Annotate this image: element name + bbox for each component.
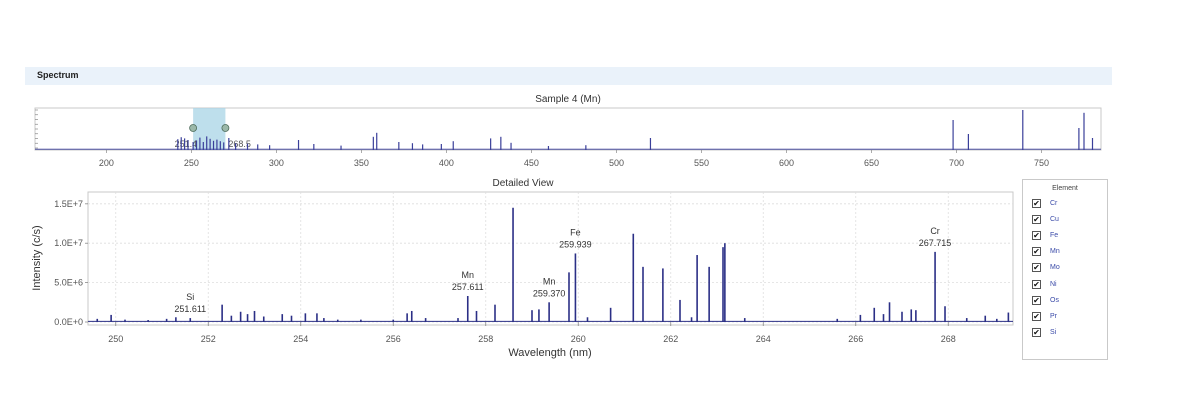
- detail-chart[interactable]: Detailed View 250 252 254 256 258 260 262 264 26…: [31, 178, 1014, 359]
- detail-x-ticks: 250 252 254 256 258 260 262 264 266 268: [108, 322, 956, 344]
- detail-peaks: [88, 207, 1013, 322]
- overview-x-tick-label: 450: [524, 158, 539, 168]
- overview-x-tick-label: 400: [439, 158, 454, 168]
- legend-label-os: Os: [1050, 296, 1059, 304]
- annotation-element: Mn: [462, 270, 475, 280]
- legend-label-mn: Mn: [1050, 248, 1060, 256]
- selection-handle[interactable]: [189, 124, 198, 132]
- annotation-wavelength: 259.370: [533, 288, 566, 298]
- checkbox-cu[interactable]: ✔: [1032, 214, 1041, 224]
- y-tick-label: 5.0E+6: [54, 278, 83, 288]
- overview-peaks: [35, 110, 1101, 150]
- checkbox-fe[interactable]: ✔: [1032, 230, 1041, 240]
- annotation-wavelength: 267.715: [919, 238, 952, 248]
- overview-x-tick-label: 600: [779, 158, 794, 168]
- y-axis-label: Intensity (c/s): [31, 225, 43, 290]
- checkbox-cr[interactable]: ✔: [1032, 198, 1041, 208]
- legend-item-os[interactable]: ✔ Os: [1023, 292, 1107, 308]
- legend-title: Element: [1052, 185, 1078, 192]
- legend-label-pr: Pr: [1050, 312, 1057, 320]
- x-axis-label: Wavelength (nm): [508, 347, 591, 359]
- y-tick-label: 0.0E+0: [54, 317, 83, 327]
- overview-title: Sample 4 (Mn): [535, 94, 601, 105]
- element-legend: Element ✔ Cr ✔ Cu ✔ Fe ✔ Mn ✔ Mo ✔ Ni ✔ …: [1022, 179, 1108, 360]
- x-tick-label: 258: [478, 334, 493, 344]
- x-tick-label: 256: [386, 334, 401, 344]
- legend-item-fe[interactable]: ✔ Fe: [1023, 227, 1107, 243]
- panel-header: Spectrum: [25, 67, 1112, 85]
- checkbox-ni[interactable]: ✔: [1032, 279, 1041, 289]
- y-tick-label: 1.5E+7: [54, 199, 83, 209]
- annotation-wavelength: 257.611: [452, 282, 484, 292]
- x-tick-label: 264: [756, 334, 771, 344]
- checkbox-os[interactable]: ✔: [1032, 295, 1041, 305]
- x-tick-label: 254: [293, 334, 308, 344]
- legend-item-si[interactable]: ✔ Si: [1023, 325, 1107, 341]
- detail-plot-frame: [87, 191, 1014, 326]
- overview-x-tick-label: 750: [1034, 158, 1049, 168]
- overview-x-ticks: 200 250 300 350 400 450 500 550 600 650 700 750: [35, 109, 1049, 168]
- detail-title: Detailed View: [493, 178, 555, 189]
- x-tick-label: 250: [108, 334, 123, 344]
- checkbox-mn[interactable]: ✔: [1032, 247, 1041, 257]
- overview-chart[interactable]: Sample 4 (Mn) 251.4 268.5 200 250 300 350 400…: [34, 94, 1102, 168]
- annotation-element: Cr: [930, 226, 940, 236]
- legend-item-ni[interactable]: ✔ Ni: [1023, 276, 1107, 292]
- y-tick-label: 1.0E+7: [54, 238, 83, 248]
- overview-x-tick-label: 250: [184, 158, 199, 168]
- selection-label: 251.4: [175, 139, 198, 149]
- legend-label-fe: Fe: [1050, 231, 1059, 239]
- panel-title: Spectrum: [37, 70, 79, 80]
- checkbox-mo[interactable]: ✔: [1032, 263, 1041, 273]
- legend-label-si: Si: [1050, 329, 1057, 337]
- checkbox-si[interactable]: ✔: [1032, 328, 1041, 338]
- annotation-wavelength: 251.611: [174, 304, 206, 314]
- legend-item-cr[interactable]: ✔ Cr: [1023, 195, 1107, 211]
- overview-x-tick-label: 200: [99, 158, 114, 168]
- legend-item-mn[interactable]: ✔ Mn: [1023, 244, 1107, 260]
- annotation-wavelength: 259.939: [559, 239, 592, 249]
- overview-x-tick-label: 350: [354, 158, 369, 168]
- x-tick-label: 268: [941, 334, 956, 344]
- overview-x-tick-label: 550: [694, 158, 709, 168]
- x-tick-label: 260: [571, 334, 586, 344]
- annotation-element: Mn: [543, 276, 556, 286]
- legend-label-ni: Ni: [1050, 280, 1057, 288]
- x-tick-label: 262: [663, 334, 678, 344]
- x-tick-label: 266: [848, 334, 863, 344]
- overview-x-tick-label: 500: [609, 158, 624, 168]
- annotation-element: Fe: [570, 227, 581, 237]
- legend-item-pr[interactable]: ✔ Pr: [1023, 308, 1107, 324]
- detail-annotations: Si 251.611 Mn 257.611 Mn 259.370 Fe 259.939 Cr 26…: [174, 226, 951, 314]
- legend-label-mo: Mo: [1050, 264, 1060, 272]
- detail-y-ticks: 0.0E+0 5.0E+6 1.0E+7 1.5E+7: [54, 199, 88, 327]
- selection-label: 268.5: [228, 139, 251, 149]
- overview-x-tick-label: 700: [949, 158, 964, 168]
- selection-handle[interactable]: [221, 124, 230, 132]
- detail-grid: [88, 192, 1013, 323]
- legend-item-cu[interactable]: ✔ Cu: [1023, 211, 1107, 227]
- x-tick-label: 252: [201, 334, 216, 344]
- legend-label-cu: Cu: [1050, 215, 1059, 223]
- overview-x-tick-label: 300: [269, 158, 284, 168]
- legend-label-cr: Cr: [1050, 199, 1058, 207]
- annotation-element: Si: [186, 292, 194, 302]
- overview-x-tick-label: 650: [864, 158, 879, 168]
- legend-item-mo[interactable]: ✔ Mo: [1023, 260, 1107, 276]
- checkbox-pr[interactable]: ✔: [1032, 311, 1041, 321]
